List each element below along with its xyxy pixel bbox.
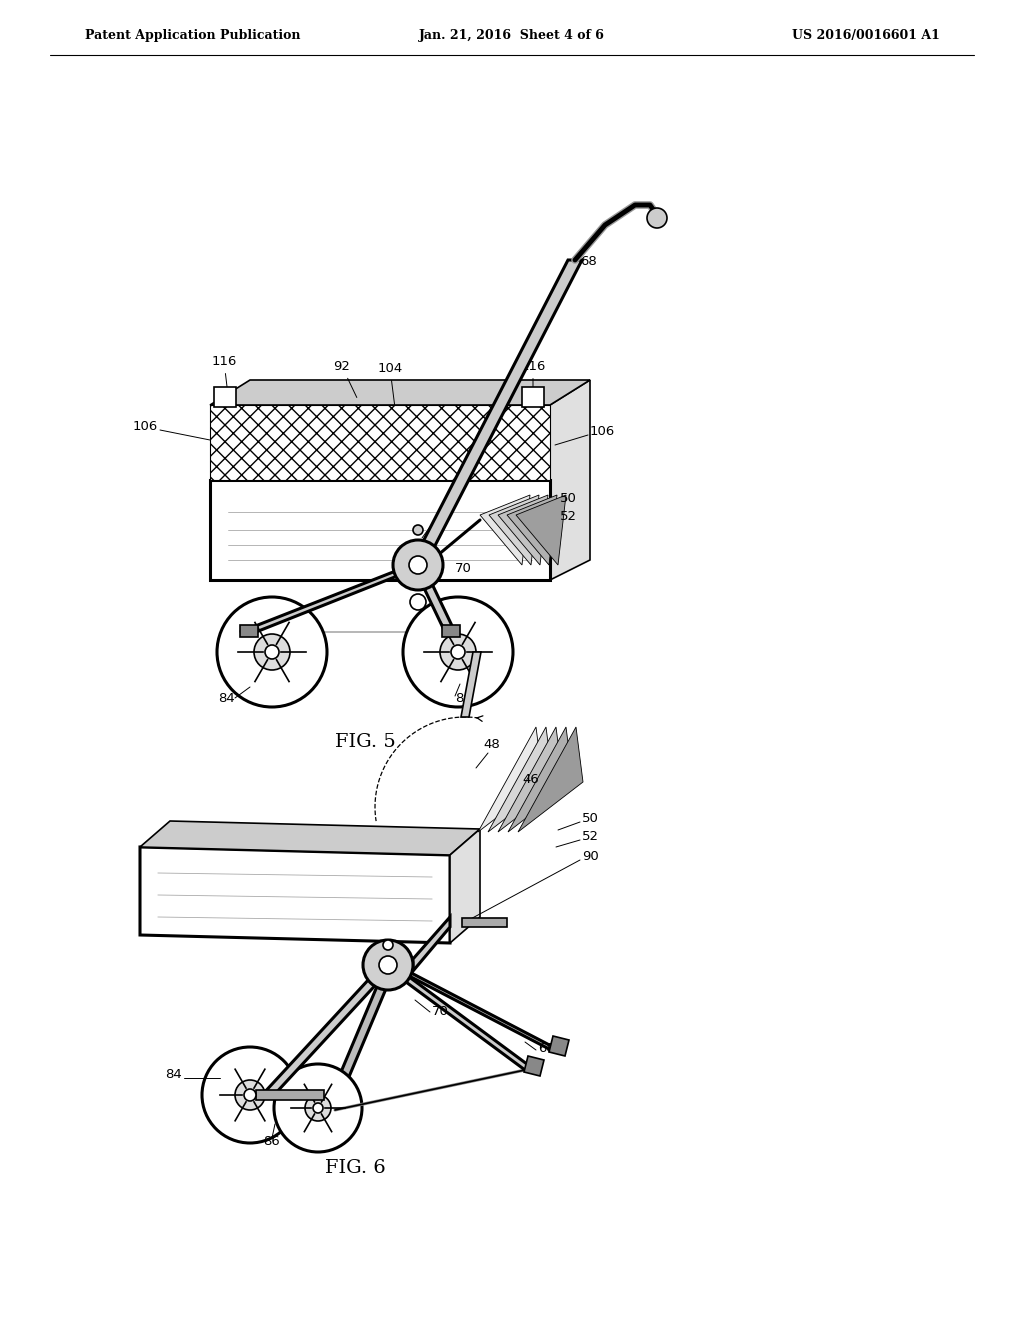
Circle shape [647,209,667,228]
Polygon shape [549,1036,569,1056]
Text: US 2016/0016601 A1: US 2016/0016601 A1 [793,29,940,41]
Text: Patent Application Publication: Patent Application Publication [85,29,300,41]
Polygon shape [325,965,396,1110]
Polygon shape [210,380,590,405]
Text: 68: 68 [580,255,597,268]
Circle shape [413,525,423,535]
Polygon shape [413,917,450,972]
Circle shape [265,645,279,659]
Circle shape [254,634,290,671]
Bar [210,405,550,480]
Circle shape [274,1064,362,1152]
Circle shape [217,597,327,708]
Text: 106: 106 [133,420,158,433]
Text: 84: 84 [218,692,234,705]
Text: 90: 90 [582,850,599,863]
Text: 50: 50 [560,492,577,506]
Polygon shape [383,965,535,1071]
Circle shape [383,940,393,950]
Circle shape [403,597,513,708]
Text: 86: 86 [455,692,472,705]
Polygon shape [461,652,481,717]
Bar [210,405,550,480]
Text: 84: 84 [165,1068,182,1081]
Circle shape [409,556,427,574]
Bar [240,624,258,638]
Polygon shape [550,380,590,579]
Circle shape [393,540,443,590]
Polygon shape [450,829,480,942]
Polygon shape [413,565,455,632]
Bar [522,387,544,407]
Polygon shape [140,821,480,855]
Polygon shape [388,965,559,1049]
Circle shape [440,634,476,671]
Text: 106: 106 [590,425,615,438]
Text: 50: 50 [582,812,599,825]
Text: 52: 52 [560,510,577,523]
Bar [256,1090,324,1100]
Polygon shape [518,727,583,832]
Circle shape [244,1089,256,1101]
Bar [442,624,460,638]
Polygon shape [524,1056,544,1076]
Polygon shape [411,260,582,565]
Text: 52: 52 [582,830,599,843]
Text: 92: 92 [334,360,356,397]
Circle shape [379,956,397,974]
Bar [214,387,236,407]
Text: 9: 9 [432,520,440,533]
Polygon shape [262,965,394,1096]
Text: 46: 46 [522,774,539,785]
Text: 70: 70 [455,562,472,576]
Polygon shape [140,847,450,942]
Polygon shape [480,495,530,565]
Text: FIG. 5: FIG. 5 [335,733,395,751]
Text: 9: 9 [432,548,440,561]
Polygon shape [489,495,539,565]
Polygon shape [516,495,566,565]
Polygon shape [507,495,557,565]
Polygon shape [488,727,553,832]
Text: 48: 48 [483,738,501,751]
Circle shape [305,1096,331,1121]
Text: 86: 86 [263,1135,281,1148]
Polygon shape [498,727,563,832]
Circle shape [451,645,465,659]
Polygon shape [508,727,573,832]
Polygon shape [498,495,548,565]
Polygon shape [478,727,543,832]
Circle shape [202,1047,298,1143]
Circle shape [362,940,413,990]
Text: FIG. 6: FIG. 6 [325,1159,386,1177]
Polygon shape [240,565,425,632]
Text: 116: 116 [211,355,237,392]
Bar [462,917,507,927]
Bar [210,480,550,579]
Text: Jan. 21, 2016  Sheet 4 of 6: Jan. 21, 2016 Sheet 4 of 6 [419,29,605,41]
Circle shape [234,1080,265,1110]
Text: 116: 116 [520,360,546,397]
Text: 68: 68 [538,1041,555,1055]
Text: 104: 104 [378,362,402,405]
Text: 70: 70 [432,1005,449,1018]
Circle shape [313,1104,323,1113]
Circle shape [410,594,426,610]
